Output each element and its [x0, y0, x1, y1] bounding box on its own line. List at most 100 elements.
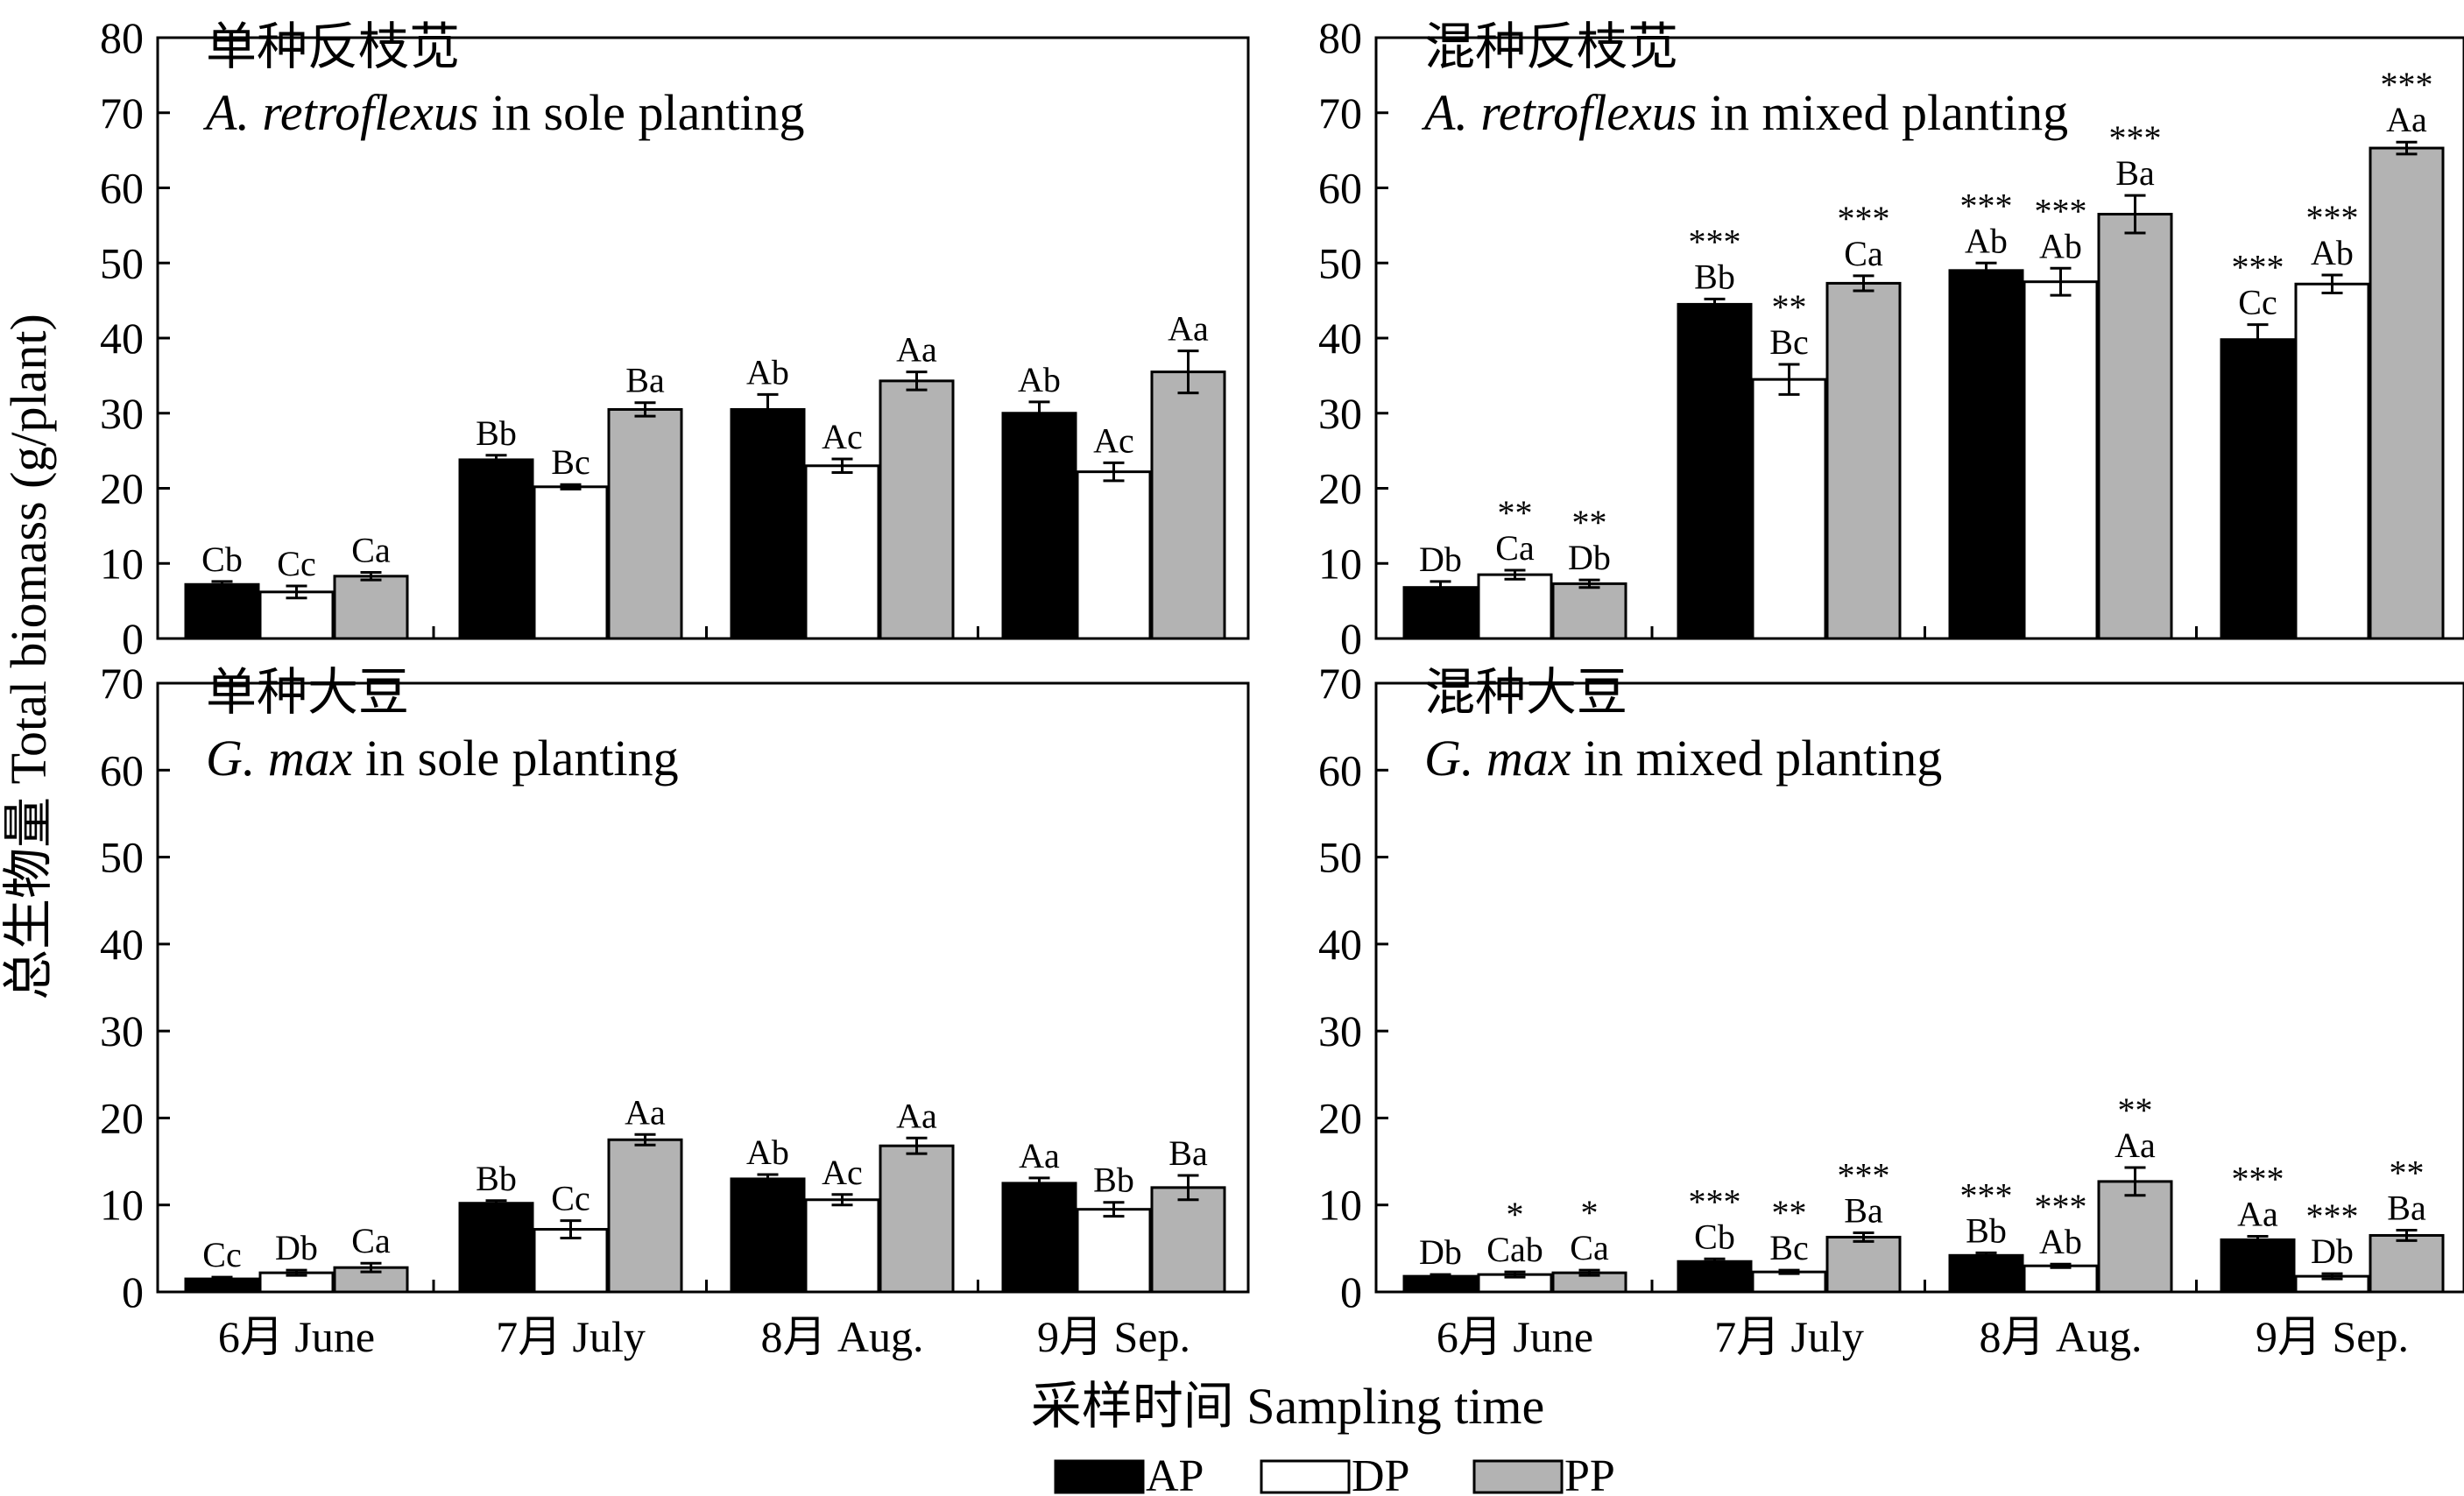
- significance-stars: **: [1772, 287, 1807, 327]
- data-label: Aa: [2237, 1194, 2278, 1233]
- x-tick-label: 6月 June: [1437, 1312, 1593, 1361]
- y-tick-label: 50: [100, 833, 144, 882]
- bar-pp: [1825, 1235, 1902, 1294]
- bar-pp: [607, 407, 683, 640]
- data-label: Ca: [351, 531, 391, 570]
- bar-pp: [2369, 1233, 2445, 1294]
- bar-dp: [2023, 280, 2099, 640]
- data-label: Bb: [476, 1159, 517, 1198]
- bar-pp: [879, 1144, 955, 1294]
- significance-stars: **: [2118, 1090, 2153, 1130]
- data-label: Cb: [201, 540, 243, 579]
- data-label: Cc: [2238, 283, 2277, 322]
- data-label: Bc: [1769, 322, 1808, 362]
- bar-ap: [1948, 1253, 2024, 1294]
- y-tick-label: 60: [100, 164, 144, 213]
- significance-stars: **: [1498, 493, 1533, 533]
- y-tick-label: 80: [100, 13, 144, 62]
- data-label: Bc: [551, 442, 590, 482]
- data-label: Aa: [896, 1096, 937, 1135]
- data-label: Bb: [476, 413, 517, 453]
- y-tick-label: 70: [100, 88, 144, 138]
- data-label: Ab: [2039, 226, 2082, 265]
- y-tick-label: 30: [1318, 1006, 1362, 1055]
- legend-swatch-pp: [1472, 1459, 1564, 1494]
- bar-ap: [184, 582, 260, 640]
- x-tick-label: 8月 Aug.: [760, 1312, 923, 1361]
- data-label: Ca: [1844, 234, 1883, 273]
- bar-ap: [1402, 586, 1479, 640]
- data-label: Ba: [2115, 153, 2155, 193]
- data-label: Aa: [2386, 100, 2427, 139]
- data-label: Ba: [625, 361, 665, 400]
- data-label: Ba: [1168, 1133, 1208, 1173]
- bar-pp: [1825, 281, 1902, 640]
- bar-pp: [1551, 582, 1627, 640]
- bar-dp: [1751, 378, 1827, 640]
- y-axis-title: 总生物量 Total biomass (g/plant): [0, 314, 57, 1000]
- panels: 0 10 20 30 40 50 60 70 80 Cb Bb Ab Ab Cc Bc Ac Ac Ca Ba Aa A…: [100, 13, 2464, 1361]
- bar-ap: [730, 407, 806, 640]
- significance-stars: ***: [2035, 191, 2087, 230]
- data-label: Db: [275, 1228, 318, 1267]
- bar-ap: [2220, 1238, 2296, 1294]
- data-label: Ab: [1965, 221, 2008, 260]
- data-label: Cc: [277, 544, 315, 583]
- chart-panel-3: 0 10 20 30 40 50 60 70 Cc Bb Ab Aa Db Cc Ac Bb Ca Aa Aa Ba 6…: [100, 659, 1250, 1361]
- legend-label-ap: AP: [1146, 1451, 1204, 1496]
- bar-dp: [2023, 1264, 2099, 1294]
- x-tick-label: 9月 Sep.: [2256, 1312, 2409, 1361]
- panel-subtitle: A. retroflexus in sole planting: [202, 84, 805, 141]
- y-tick-label: 30: [100, 1006, 144, 1055]
- bar-ap: [2220, 338, 2296, 640]
- chart-panel-1: 0 10 20 30 40 50 60 70 80 Cb Bb Ab Ab Cc Bc Ac Ac Ca Ba Aa A…: [100, 13, 1250, 663]
- y-tick-label: 10: [100, 539, 144, 588]
- legend-swatch-dp: [1260, 1459, 1351, 1494]
- bar-ap: [1001, 1182, 1077, 1294]
- data-label: Aa: [896, 330, 937, 370]
- panel-subtitle: A. retroflexus in mixed planting: [1421, 84, 2068, 141]
- y-tick-label: 70: [1318, 88, 1362, 138]
- plot-frame: [1374, 681, 2464, 1294]
- bar-dp: [1076, 1208, 1152, 1294]
- data-label: Ab: [2039, 1222, 2082, 1261]
- data-label: Aa: [625, 1092, 666, 1132]
- legend-label-dp: DP: [1352, 1451, 1409, 1496]
- y-tick-label: 60: [1318, 164, 1362, 213]
- significance-stars: *: [1507, 1195, 1524, 1234]
- bar-pp: [879, 379, 955, 640]
- bar-dp: [1477, 573, 1553, 640]
- data-label: Ab: [746, 1133, 789, 1172]
- significance-stars: ***: [2035, 1187, 2087, 1226]
- data-label: Ab: [746, 352, 789, 392]
- significance-stars: ***: [2306, 198, 2359, 237]
- x-tick-label: 9月 Sep.: [1037, 1312, 1190, 1361]
- y-tick-label: 80: [1318, 13, 1362, 62]
- y-tick-label: 0: [1340, 1267, 1362, 1316]
- x-tick-label: 7月 July: [496, 1312, 646, 1361]
- bar-pp: [333, 575, 409, 640]
- significance-stars: ***: [2109, 118, 2162, 158]
- panel-subtitle: G. max in sole planting: [206, 730, 679, 787]
- data-label: Db: [2311, 1231, 2354, 1271]
- significance-stars: ***: [2381, 65, 2433, 104]
- bar-dp: [1076, 470, 1152, 640]
- y-tick-label: 30: [100, 389, 144, 438]
- significance-stars: ***: [1838, 1155, 1890, 1195]
- y-tick-label: 50: [1318, 238, 1362, 287]
- y-tick-label: 30: [1318, 389, 1362, 438]
- y-tick-label: 0: [122, 1267, 144, 1316]
- data-label: Db: [1419, 540, 1462, 579]
- significance-stars: ***: [1960, 186, 2013, 225]
- panel-title: 混种反枝苋: [1424, 18, 1678, 75]
- x-tick-label: 8月 Aug.: [1979, 1312, 2142, 1361]
- y-tick-label: 60: [100, 745, 144, 794]
- bar-dp: [533, 485, 609, 640]
- data-label: Ac: [822, 417, 863, 456]
- panel-title: 单种反枝苋: [206, 18, 460, 75]
- y-tick-label: 20: [1318, 1093, 1362, 1142]
- significance-stars: ***: [2232, 248, 2284, 287]
- bar-ap: [730, 1177, 806, 1294]
